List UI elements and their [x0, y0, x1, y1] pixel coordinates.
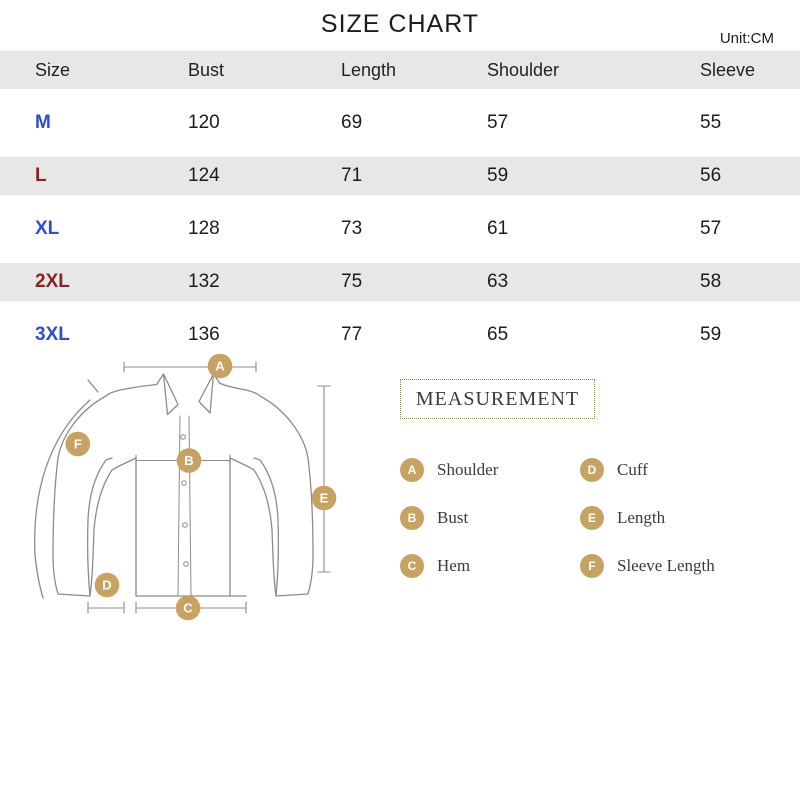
svg-text:A: A — [215, 359, 225, 374]
svg-text:E: E — [320, 491, 329, 506]
svg-text:D: D — [102, 578, 111, 593]
svg-text:C: C — [183, 601, 193, 616]
svg-text:B: B — [184, 453, 193, 468]
svg-text:F: F — [74, 437, 82, 452]
